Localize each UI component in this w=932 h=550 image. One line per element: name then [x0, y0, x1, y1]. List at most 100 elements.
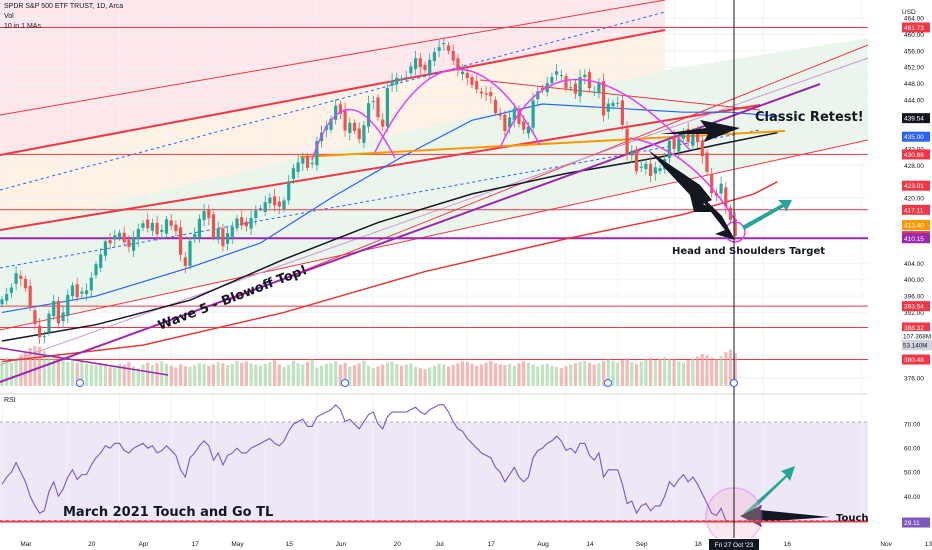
volume-bar: [235, 360, 239, 386]
volume-bar: [202, 363, 206, 386]
volume-bar: [122, 364, 126, 386]
ma-legend[interactable]: 10 in 1 MAs: [4, 23, 41, 30]
resistance-line: [479, 79, 761, 111]
ma-red-line: [1, 180, 778, 363]
candle-body: [70, 285, 75, 297]
volume-bar: [569, 364, 573, 386]
candle-body: [719, 183, 723, 194]
volume-bar: [141, 364, 145, 386]
volume-bar: [99, 363, 103, 386]
candle-body: [235, 218, 239, 229]
candle-body: [446, 45, 451, 51]
volume-bar: [606, 359, 610, 386]
volume-bar: [367, 365, 371, 386]
volume-bar: [282, 366, 286, 386]
candle-body: [705, 152, 709, 172]
price-tag-label: 393.54: [904, 304, 924, 311]
volume-bar: [465, 362, 469, 386]
volume-bar: [19, 354, 23, 386]
candle-body: [179, 227, 183, 255]
right-shoulder-arc: [499, 78, 691, 151]
volume-bar: [625, 358, 629, 386]
volume-bar: [315, 367, 319, 386]
rsi-tick-label: 50.00: [904, 470, 921, 477]
candle-body: [310, 162, 314, 165]
candles: [0, 37, 737, 344]
candle-body: [592, 91, 596, 93]
volume-bar: [343, 362, 347, 386]
time-tick-label: 17: [192, 541, 200, 548]
volume-bar: [658, 358, 662, 386]
black-arrow: [660, 120, 740, 142]
candle-body: [301, 157, 305, 164]
candle-body: [230, 227, 234, 237]
candle-body: [263, 202, 267, 212]
price-tag: [902, 204, 930, 215]
volume-tag: [901, 339, 932, 351]
candle-body: [61, 312, 65, 322]
dividend-marker-icon: [604, 379, 612, 387]
price-tag: [902, 233, 930, 244]
volume-bar: [611, 360, 615, 386]
cursor-date-tag: [709, 539, 759, 550]
candle-body: [724, 187, 728, 207]
volume-bar: [578, 362, 582, 386]
volume-bar: [277, 364, 281, 386]
volume-bar: [38, 346, 42, 386]
volume-bar: [94, 365, 98, 386]
candle-body: [484, 93, 488, 95]
upper-trend-line: [0, 57, 869, 366]
candle-body: [122, 232, 126, 243]
volume-bar: [616, 362, 620, 386]
volume-bar: [89, 364, 93, 386]
candle-body: [522, 121, 526, 130]
candle-body: [108, 240, 112, 244]
candle-body: [193, 233, 197, 239]
volume-bar: [733, 353, 737, 386]
time-tick-label: 13: [925, 541, 932, 548]
volume-bar: [691, 358, 695, 386]
time-tick-label: 20: [394, 541, 402, 548]
touch-text: Touch: [836, 513, 869, 524]
volume-bar: [376, 366, 380, 386]
candle-body: [28, 285, 32, 307]
rsi-tick-label: 60.00: [904, 446, 921, 453]
volume-bar: [564, 366, 568, 386]
volume-bar: [517, 363, 521, 386]
rsi-current-tag: [902, 517, 930, 528]
price-tick-label: 452.00: [904, 65, 924, 72]
volume-bar: [428, 367, 432, 386]
time-tick-label: 16: [784, 541, 792, 548]
volume-bar: [672, 359, 676, 386]
volume-bar: [446, 366, 451, 386]
volume-bar: [653, 360, 657, 386]
volume-bar: [602, 361, 606, 386]
volume-legend[interactable]: Vol: [4, 13, 14, 20]
left-shoulder-arc: [311, 108, 396, 161]
candle-body: [334, 105, 338, 120]
candle-body: [479, 91, 483, 94]
volume-bar: [136, 368, 140, 386]
classic-retest-text: Classic Retest!: [755, 110, 864, 125]
candle-body: [113, 235, 117, 240]
candle-body: [526, 126, 530, 134]
dividend-marker-icon: [76, 379, 84, 387]
price-tag-label: 388.32: [904, 325, 924, 332]
candle-body: [132, 238, 136, 251]
volume-bar: [75, 362, 79, 386]
price-tag: [902, 113, 930, 124]
candle-body: [164, 219, 169, 234]
candle-body: [216, 228, 220, 240]
volume-bar: [418, 368, 422, 386]
candle-body: [395, 77, 399, 85]
symbol-title[interactable]: SPDR S&P 500 ETF TRUST, 1D, Arca: [4, 3, 124, 10]
candle-body: [268, 197, 272, 204]
candle-body: [583, 74, 587, 78]
candle-body: [649, 163, 653, 176]
candle-body: [75, 284, 79, 298]
volume-bar: [113, 367, 117, 386]
candle-body: [578, 77, 582, 97]
